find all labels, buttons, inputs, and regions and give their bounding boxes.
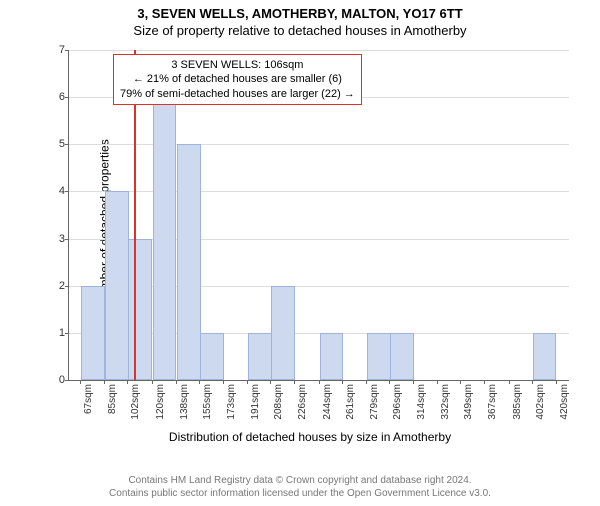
histogram-bar: [271, 286, 295, 380]
y-tick-mark: [65, 191, 69, 192]
gridline: [69, 144, 569, 145]
y-tick-label: 4: [51, 185, 65, 197]
y-tick-mark: [65, 239, 69, 240]
attribution-line-2: Contains public sector information licen…: [0, 487, 600, 500]
x-tick-label: 173sqm: [226, 384, 237, 434]
y-tick-mark: [65, 380, 69, 381]
x-tick-mark: [342, 380, 343, 384]
x-tick-label: 314sqm: [416, 384, 427, 434]
y-tick-label: 3: [51, 233, 65, 245]
chart-title-address: 3, SEVEN WELLS, AMOTHERBY, MALTON, YO17 …: [0, 6, 600, 21]
histogram-bar: [81, 286, 105, 380]
x-tick-label: 332sqm: [440, 384, 451, 434]
histogram-bar: [533, 333, 557, 380]
y-tick-label: 1: [51, 327, 65, 339]
x-tick-label: 367sqm: [487, 384, 498, 434]
x-tick-label: 155sqm: [202, 384, 213, 434]
y-tick-mark: [65, 144, 69, 145]
x-tick-mark: [152, 380, 153, 384]
x-tick-label: 67sqm: [83, 384, 94, 434]
y-tick-label: 6: [51, 91, 65, 103]
annotation-line-2: ← 21% of detached houses are smaller (6): [120, 72, 355, 86]
y-tick-mark: [65, 286, 69, 287]
annotation-line-3: 79% of semi-detached houses are larger (…: [120, 87, 355, 101]
x-tick-mark: [366, 380, 367, 384]
chart-subtitle: Size of property relative to detached ho…: [0, 23, 600, 38]
x-tick-mark: [127, 380, 128, 384]
plot-area: 01234567 3 SEVEN WELLS: 106sqm ← 21% of …: [68, 50, 569, 381]
x-tick-mark: [509, 380, 510, 384]
x-tick-label: 420sqm: [559, 384, 570, 434]
x-tick-mark: [319, 380, 320, 384]
y-tick-mark: [65, 333, 69, 334]
x-tick-label: 279sqm: [369, 384, 380, 434]
x-tick-label: 296sqm: [392, 384, 403, 434]
histogram-bar: [390, 333, 414, 380]
x-tick-mark: [437, 380, 438, 384]
x-tick-mark: [176, 380, 177, 384]
x-tick-mark: [413, 380, 414, 384]
x-tick-mark: [199, 380, 200, 384]
y-tick-mark: [65, 50, 69, 51]
x-tick-label: 102sqm: [130, 384, 141, 434]
annotation-line-1: 3 SEVEN WELLS: 106sqm: [120, 58, 355, 72]
x-tick-label: 138sqm: [179, 384, 190, 434]
gridline: [69, 191, 569, 192]
x-tick-label: 120sqm: [155, 384, 166, 434]
x-tick-label: 385sqm: [512, 384, 523, 434]
x-tick-label: 208sqm: [273, 384, 284, 434]
histogram-bar: [320, 333, 344, 380]
x-tick-mark: [389, 380, 390, 384]
histogram-bar: [367, 333, 391, 380]
x-tick-label: 191sqm: [250, 384, 261, 434]
y-tick-label: 2: [51, 280, 65, 292]
x-tick-mark: [80, 380, 81, 384]
y-tick-label: 0: [51, 374, 65, 386]
x-tick-mark: [460, 380, 461, 384]
attribution-line-1: Contains HM Land Registry data © Crown c…: [0, 474, 600, 487]
x-tick-mark: [270, 380, 271, 384]
x-tick-mark: [247, 380, 248, 384]
x-tick-mark: [484, 380, 485, 384]
x-tick-label: 244sqm: [322, 384, 333, 434]
histogram-bar: [128, 239, 152, 380]
x-tick-label: 261sqm: [345, 384, 356, 434]
histogram-bar: [200, 333, 224, 380]
histogram-bar: [248, 333, 272, 380]
chart-container: Number of detached properties 01234567 3…: [50, 50, 570, 400]
y-tick-mark: [65, 97, 69, 98]
histogram-bar: [177, 144, 201, 380]
gridline: [69, 50, 569, 51]
x-tick-mark: [294, 380, 295, 384]
y-tick-label: 5: [51, 138, 65, 150]
x-tick-label: 85sqm: [107, 384, 118, 434]
x-tick-mark: [556, 380, 557, 384]
x-tick-mark: [223, 380, 224, 384]
x-tick-mark: [104, 380, 105, 384]
x-tick-mark: [532, 380, 533, 384]
property-annotation-box: 3 SEVEN WELLS: 106sqm ← 21% of detached …: [113, 54, 362, 105]
x-tick-label: 402sqm: [535, 384, 546, 434]
y-tick-label: 7: [51, 44, 65, 56]
histogram-bar: [153, 97, 177, 380]
x-tick-label: 349sqm: [463, 384, 474, 434]
x-tick-label: 226sqm: [297, 384, 308, 434]
histogram-bar: [105, 191, 129, 380]
attribution-text: Contains HM Land Registry data © Crown c…: [0, 474, 600, 500]
